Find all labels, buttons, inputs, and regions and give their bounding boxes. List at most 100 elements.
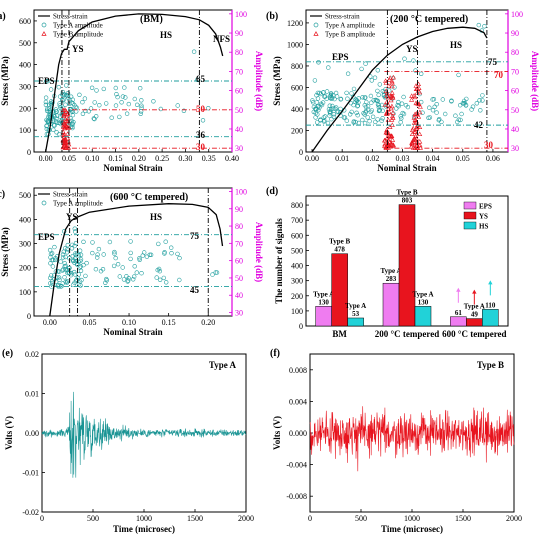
type-a-point [101,86,107,92]
y-axis-label: Stress (MPa) [0,56,10,106]
x-axis-label: Nominal Strain [103,327,162,337]
type-b-point [414,90,420,95]
type-a-point [60,98,65,103]
y2-tick-label: 70 [235,239,243,248]
legend-type-b-swatch [41,31,47,36]
type-a-point [89,85,95,91]
type-b-point [65,115,71,121]
x-tick-label: 1500 [455,514,471,523]
type-a-point [60,267,66,272]
y-tick-label: 800 [291,201,303,210]
type-a-point [434,101,439,107]
y2-axis-label: Amplitude (dB) [254,51,264,111]
type-b-point [61,112,67,117]
type-b-point [389,78,395,84]
y-tick-label: 1200 [287,19,303,28]
bar-value-label: 49 [471,311,479,319]
x-tick-label: 0.20 [132,154,146,163]
y-tick-label: -0.01 [22,469,39,478]
bar-value-label: 61 [455,309,463,317]
type-a-point [430,97,435,102]
waveform-trace [309,406,515,472]
type-b-point [411,115,417,120]
type-a-point [92,100,97,105]
panel-label: (d) [266,186,278,197]
type-a-point [111,263,117,269]
type-b-point [382,102,388,107]
type-a-point [88,106,94,111]
type-a-point [78,283,83,288]
type-a-point [49,257,55,263]
type-a-point [318,91,323,97]
type-a-point [376,92,381,98]
panel-b: 0.00 0.01 0.02 0.03 0.04 0.05 0.06 0 200 400 600 80… [266,9,540,173]
type-a-point [419,71,424,77]
bar [382,282,400,327]
y-tick-label: 200 [291,292,303,301]
type-b-point [62,125,68,131]
y-tick-label: 500 [291,246,303,255]
type-a-point [72,102,77,108]
type-a-point [334,109,340,115]
type-a-point [117,114,122,120]
legend-swatch [463,221,477,230]
type-a-point [139,105,144,110]
type-a-point [137,257,142,262]
y2-tick-label: 40 [235,125,243,134]
type-a-point [478,108,483,113]
legend-entry: Type B [477,360,504,370]
legend-swatch [463,211,477,220]
type-a-point [370,114,376,120]
type-a-point [403,102,409,108]
panel-label: (c) [0,189,5,200]
type-b-point [409,127,416,132]
type-b-point [411,135,417,141]
type-a-point [169,251,174,256]
type-a-point [398,114,403,119]
type-a-point [334,105,339,110]
y2-tick-label: 70 [235,67,243,76]
type-a-point [392,85,397,90]
type-b-point [388,97,394,103]
type-a-point [328,107,334,112]
type-a-point [157,277,163,282]
y2-axis-label: Amplitude (dB) [254,222,264,282]
type-a-point [46,114,51,120]
type-b-point [65,135,71,141]
x-tick-label: 0.00 [305,154,319,163]
type-a-point [79,277,84,283]
x-tick-label: 0.40 [225,154,239,163]
region-label: EPS [38,232,55,242]
type-a-point [83,108,88,114]
type-a-point [126,101,132,107]
type-a-point [103,280,108,285]
type-a-point [72,243,77,249]
type-a-point [480,98,485,103]
type-a-point [463,102,469,108]
type-a-point [427,105,432,110]
type-b-point [417,145,423,150]
type-a-point [195,77,200,83]
type-a-point [53,257,58,263]
y-axis-label: The number of signals [274,218,284,304]
type-a-point [132,264,137,269]
x-tick-label: 0.02 [365,154,379,163]
legend-entry: Type A [209,360,237,370]
bar [398,204,416,327]
x-tick-label: 0.01 [335,154,349,163]
type-a-point [315,96,321,101]
type-a-point [177,255,182,261]
type-a-point [91,116,97,121]
type-b-point [390,93,396,99]
type-a-point [344,90,349,96]
type-a-point [78,252,84,258]
type-a-point [320,100,326,105]
type-a-point [328,92,333,98]
type-a-point [72,272,78,277]
type-b-point [409,97,415,102]
type-a-point [367,118,372,124]
panel-d: 0 100 200 300 400 500 600 700 800 The number of s… [266,186,509,339]
type-a-point [327,95,333,101]
type-a-point [458,102,463,108]
type-a-point [135,102,140,108]
